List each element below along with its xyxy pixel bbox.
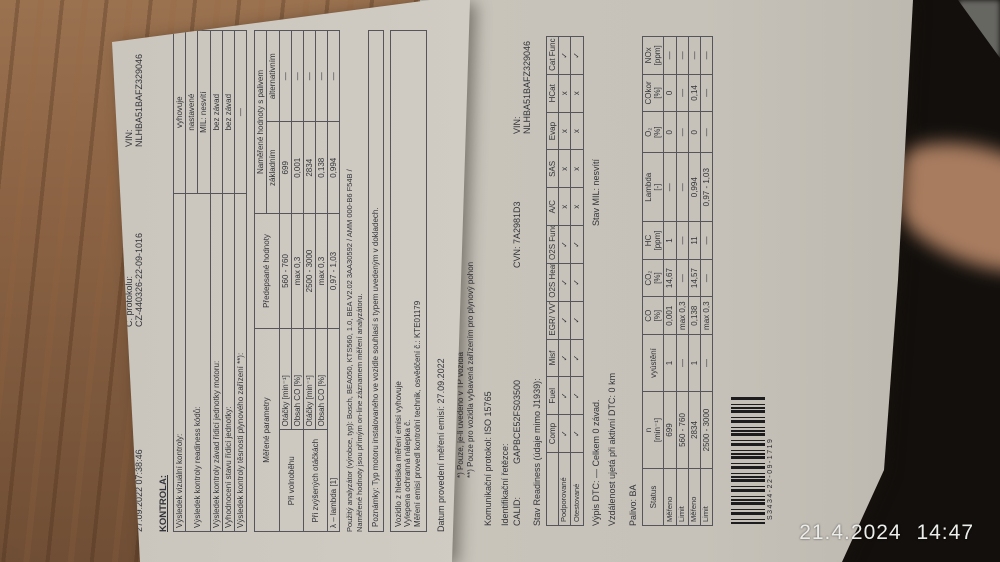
protocol-number-label: Č. protokolu:: [124, 275, 134, 327]
vin-block: VIN: NLHBA51BAFZ329046: [124, 54, 144, 147]
measurement-date-line: Datum provedení měření emisí: 27.09.2022: [435, 358, 446, 532]
params-header-row: Měřené parametry Předepsané hodnoty Namě…: [254, 30, 279, 532]
notes-box: Poznámky: Typ motoru instalovaného ve vo…: [368, 30, 384, 532]
measure-datetime-value: 27.09.2022 07:38:46: [134, 449, 144, 532]
conclusion-line-1: Vozidlo z hlediska měření emisí vyhovuje: [393, 381, 403, 527]
measure-datetime-block: Datum a čas měření: 27.09.2022 07:38:46: [124, 448, 144, 532]
kontrola-row: Výsledek kontroly těsnosti plynového zař…: [234, 30, 247, 532]
page1-content: 2/2 Datum a čas měření: 27.09.2022 07:38…: [114, 0, 447, 562]
kontrola-row: Výsledek kontroly readiness kódů: nastav…: [185, 30, 211, 532]
kontrola-row: Výsledek kontroly závad řídicí jednotky …: [210, 30, 223, 532]
conclusion-line-3: Měření emisí provedl kontrolní technik, …: [412, 300, 422, 527]
analyzer-line-1: Použitý analyzátor (výrobce, typ): Bosch…: [345, 169, 355, 532]
kontrola-table: Výsledek vizuální kontroly: vyhovuje Výs…: [173, 30, 247, 532]
kontrola-row: Výsledek vizuální kontroly: vyhovuje: [173, 30, 186, 532]
protocol-number-block: Č. protokolu: CZ-440326-22-09-1016: [124, 233, 144, 327]
conclusion-box: Vozidlo z hlediska měření emisí vyhovuje…: [389, 30, 427, 532]
params-row: Při zvýšených otáčkách Otáčky [min⁻¹] 25…: [303, 30, 328, 532]
analyzer-line-2: Naměřené hodnoty jsou přímým on-line záz…: [354, 293, 364, 532]
vin-label: VIN:: [124, 129, 134, 147]
page1-header: Datum a čas měření: 27.09.2022 07:38:46 …: [124, 30, 150, 532]
kontrola-title: KONTROLA:: [158, 475, 169, 532]
kontrola-row: Vyhodnocení stavu řídicí jednotky: bez z…: [222, 30, 235, 532]
page-number: 2/2: [114, 281, 124, 294]
params-row: λ – lambda [1] 0,97 - 1,03 0,994 —: [327, 30, 340, 532]
params-row: Při volnoběhu Otáčky [min⁻¹] 560 - 760 6…: [279, 30, 304, 532]
measured-parameters-table: Měřené parametry Předepsané hodnoty Namě…: [254, 30, 340, 532]
camera-timestamp: 21.4.2024 14:47: [799, 521, 974, 544]
vin-value: NLHBA51BAFZ329046: [134, 53, 144, 147]
measure-datetime-label: Datum a čas měření:: [124, 448, 134, 532]
conclusion-line-2: Vylepena ochranná nálepka č.: [403, 419, 413, 527]
protocol-number-value: CZ-440326-22-09-1016: [134, 232, 144, 327]
